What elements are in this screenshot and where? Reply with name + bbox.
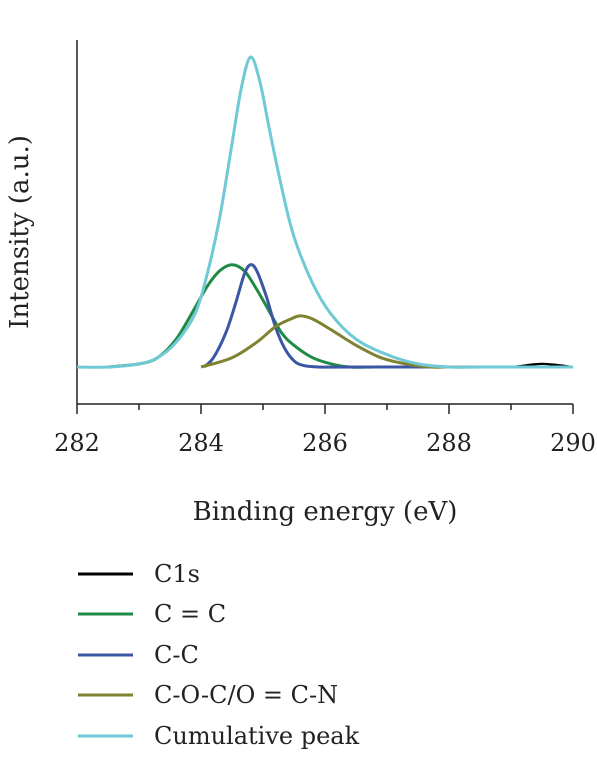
legend-label-cumulative-peak: Cumulative peak (154, 722, 360, 750)
series-line-cumulative-peak (76, 55, 573, 369)
x-ticks: 282 284 286 288 290 (54, 404, 596, 457)
x-axis-label: Binding energy (eV) (193, 497, 458, 527)
y-axis-label: Intensity (a.u.) (5, 135, 35, 329)
x-tick-label: 282 (54, 429, 100, 457)
legend: C1s C = C C-C C-O-C/O = C-N Cumulative peak (78, 560, 360, 750)
legend-label-c-o-c-o-c-n: C-O-C/O = C-N (154, 681, 338, 709)
x-tick-label: 288 (426, 429, 472, 457)
series-line-c1s (76, 55, 574, 369)
x-tick-label: 290 (550, 429, 596, 457)
legend-label-c-c: C = C (154, 600, 226, 628)
series-line-c-c (203, 263, 573, 369)
axes (76, 40, 573, 405)
legend-label-c1s: C1s (154, 560, 200, 588)
x-tick-label: 286 (302, 429, 348, 457)
x-tick-label: 284 (178, 429, 224, 457)
curves (76, 55, 574, 369)
series-line-c-c (107, 263, 400, 369)
legend-label-c-c: C-C (154, 641, 199, 669)
